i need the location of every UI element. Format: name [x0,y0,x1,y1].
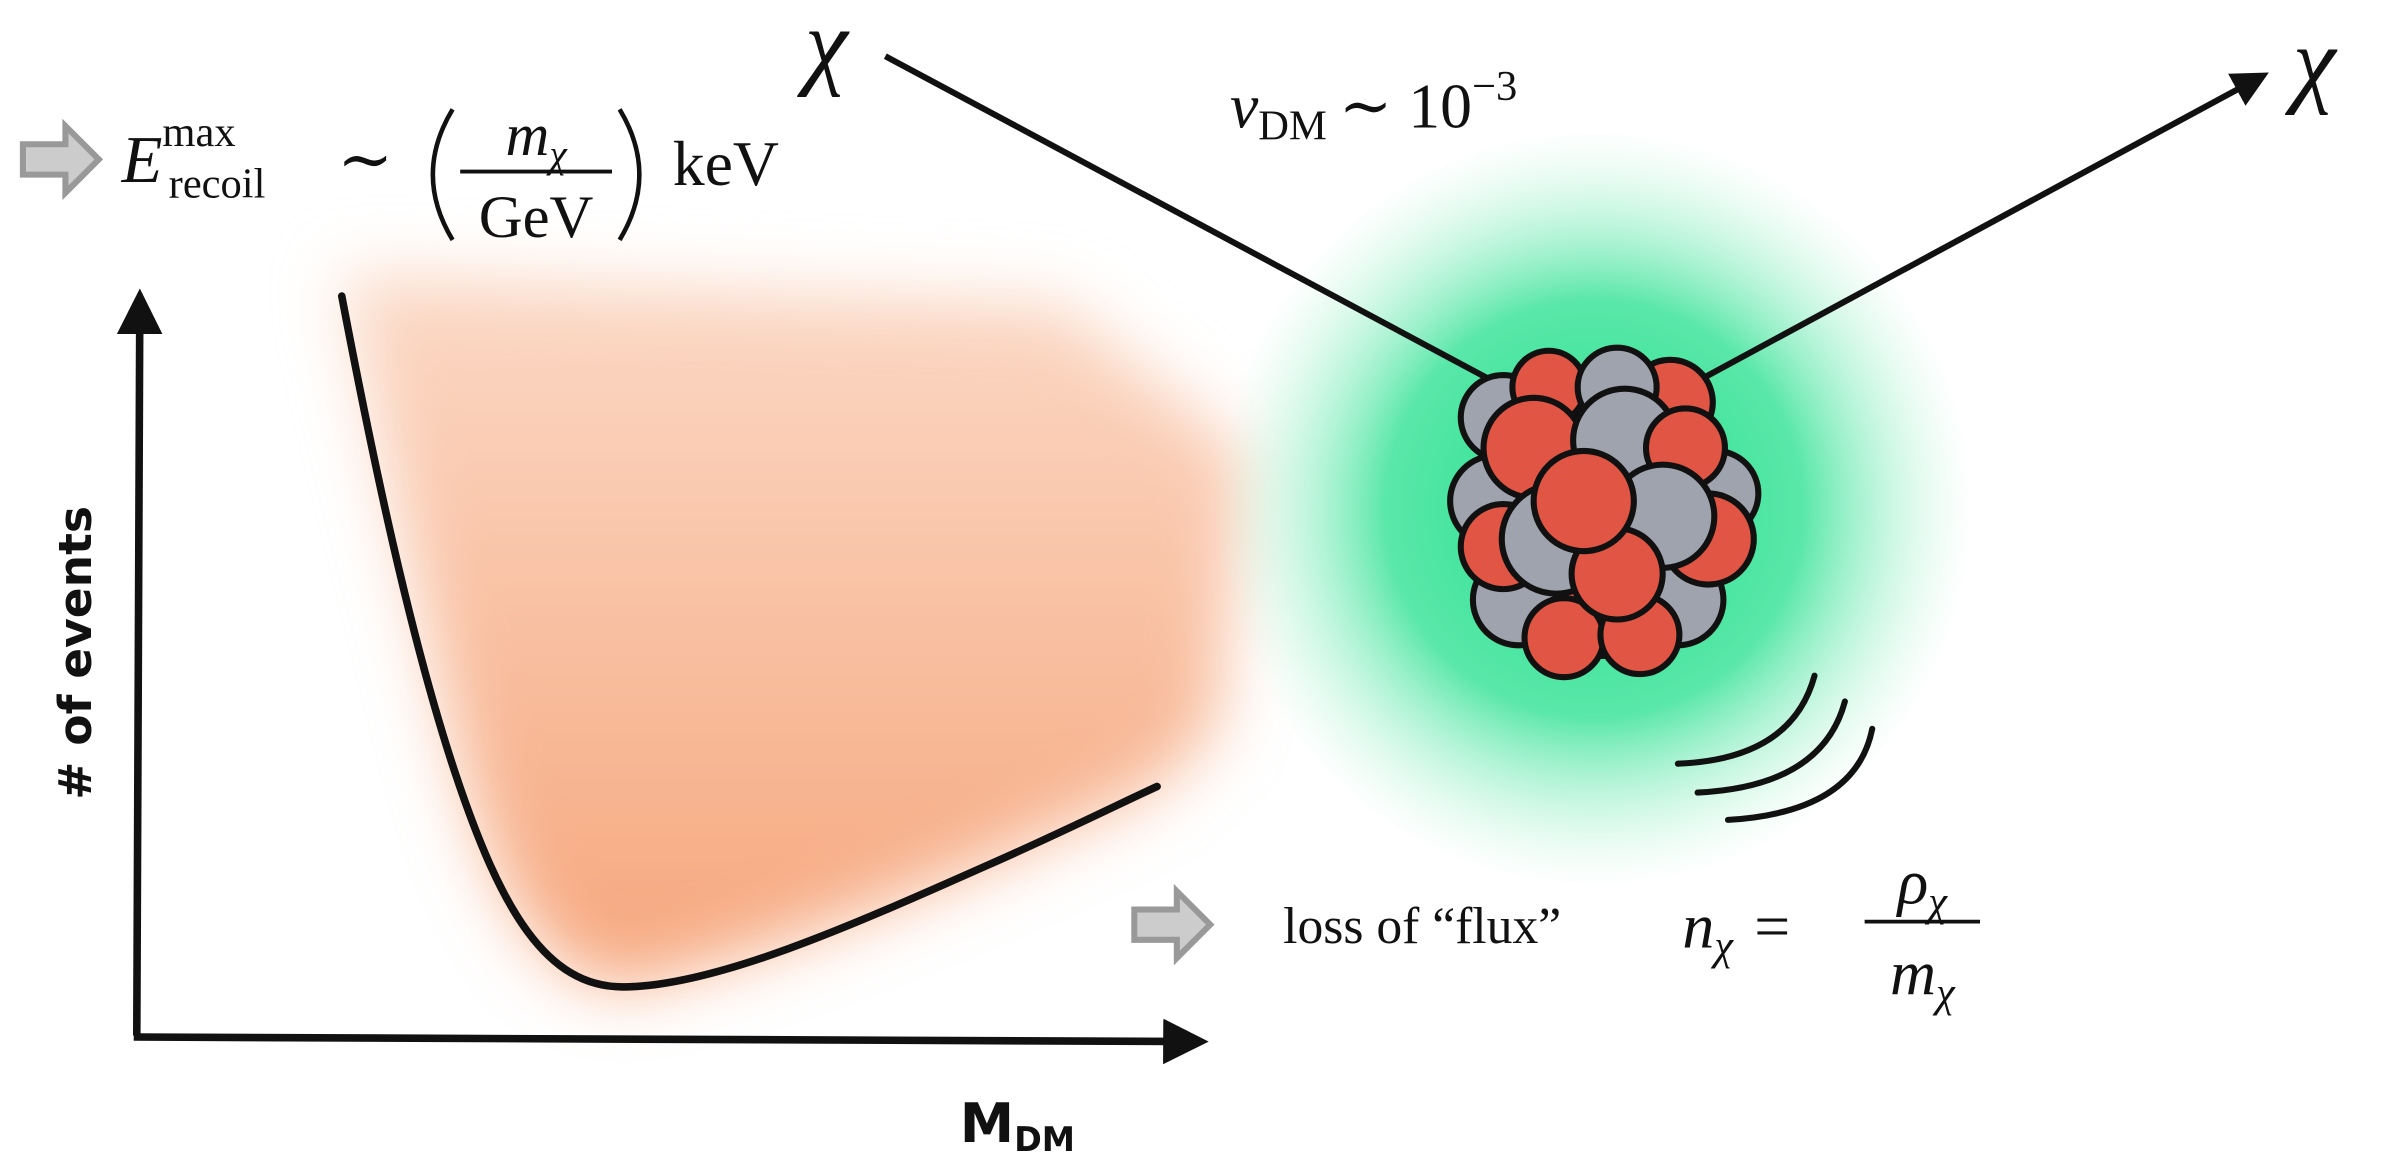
recoil-relation: ∼ [337,123,393,197]
recoil-sub: recoil [169,160,266,207]
velocity-sub: DM [1258,103,1326,150]
velocity-exponent: −3 [1472,63,1517,110]
page: {"labels": {"chi_in": "χ", "chi_out": "χ… [0,0,2381,1160]
bullet-arrow [23,126,99,193]
chi-out: χ [2285,8,2338,116]
flux-num-sub: χ [1924,879,1948,926]
recoil-num-symbol: m [505,102,549,169]
paren-left [433,109,453,240]
flux-den-sub: χ [1932,970,1956,1017]
velocity-label: vDM ∼ 10−3 [1230,63,1517,149]
recoil-numerator: mχ [505,102,568,176]
flux-lhs-sub: χ [1710,923,1734,970]
velocity-relation: ∼ 10 [1339,71,1472,142]
recoil-sup: max [162,109,235,156]
flux-relation: = [1754,890,1790,961]
x-axis-label: MDM [960,1091,1075,1159]
y-axis [137,298,140,1036]
recoil-unit: keV [673,128,779,199]
diagram: # of events MDM χ χ vD [0,0,2381,1160]
recoil-denominator: GeV [479,184,594,251]
flux-text: loss of “flux” [1283,898,1561,955]
recoil-symbol: E [121,123,163,197]
x-axis [134,1037,1200,1042]
recoil-num-sub: χ [545,132,568,176]
velocity-symbol: v [1230,71,1259,142]
flux-lhs-symbol: n [1682,890,1714,961]
nucleus [1450,348,1758,677]
shaded-region [342,273,1245,987]
x-label-main: M [960,1091,1014,1155]
flux-lhs: nχ = [1682,890,1790,969]
paren-right [620,109,640,240]
bullet-arrow [1134,891,1210,958]
x-label-sub: DM [1014,1120,1075,1159]
chi-in: χ [797,0,850,98]
flux-denominator: mχ [1890,938,1956,1017]
y-axis-label: # of events [49,506,102,800]
flux-den-symbol: m [1890,938,1936,1009]
flux-num-symbol: ρ [1896,846,1929,917]
flux-numerator: ρχ [1896,846,1949,925]
